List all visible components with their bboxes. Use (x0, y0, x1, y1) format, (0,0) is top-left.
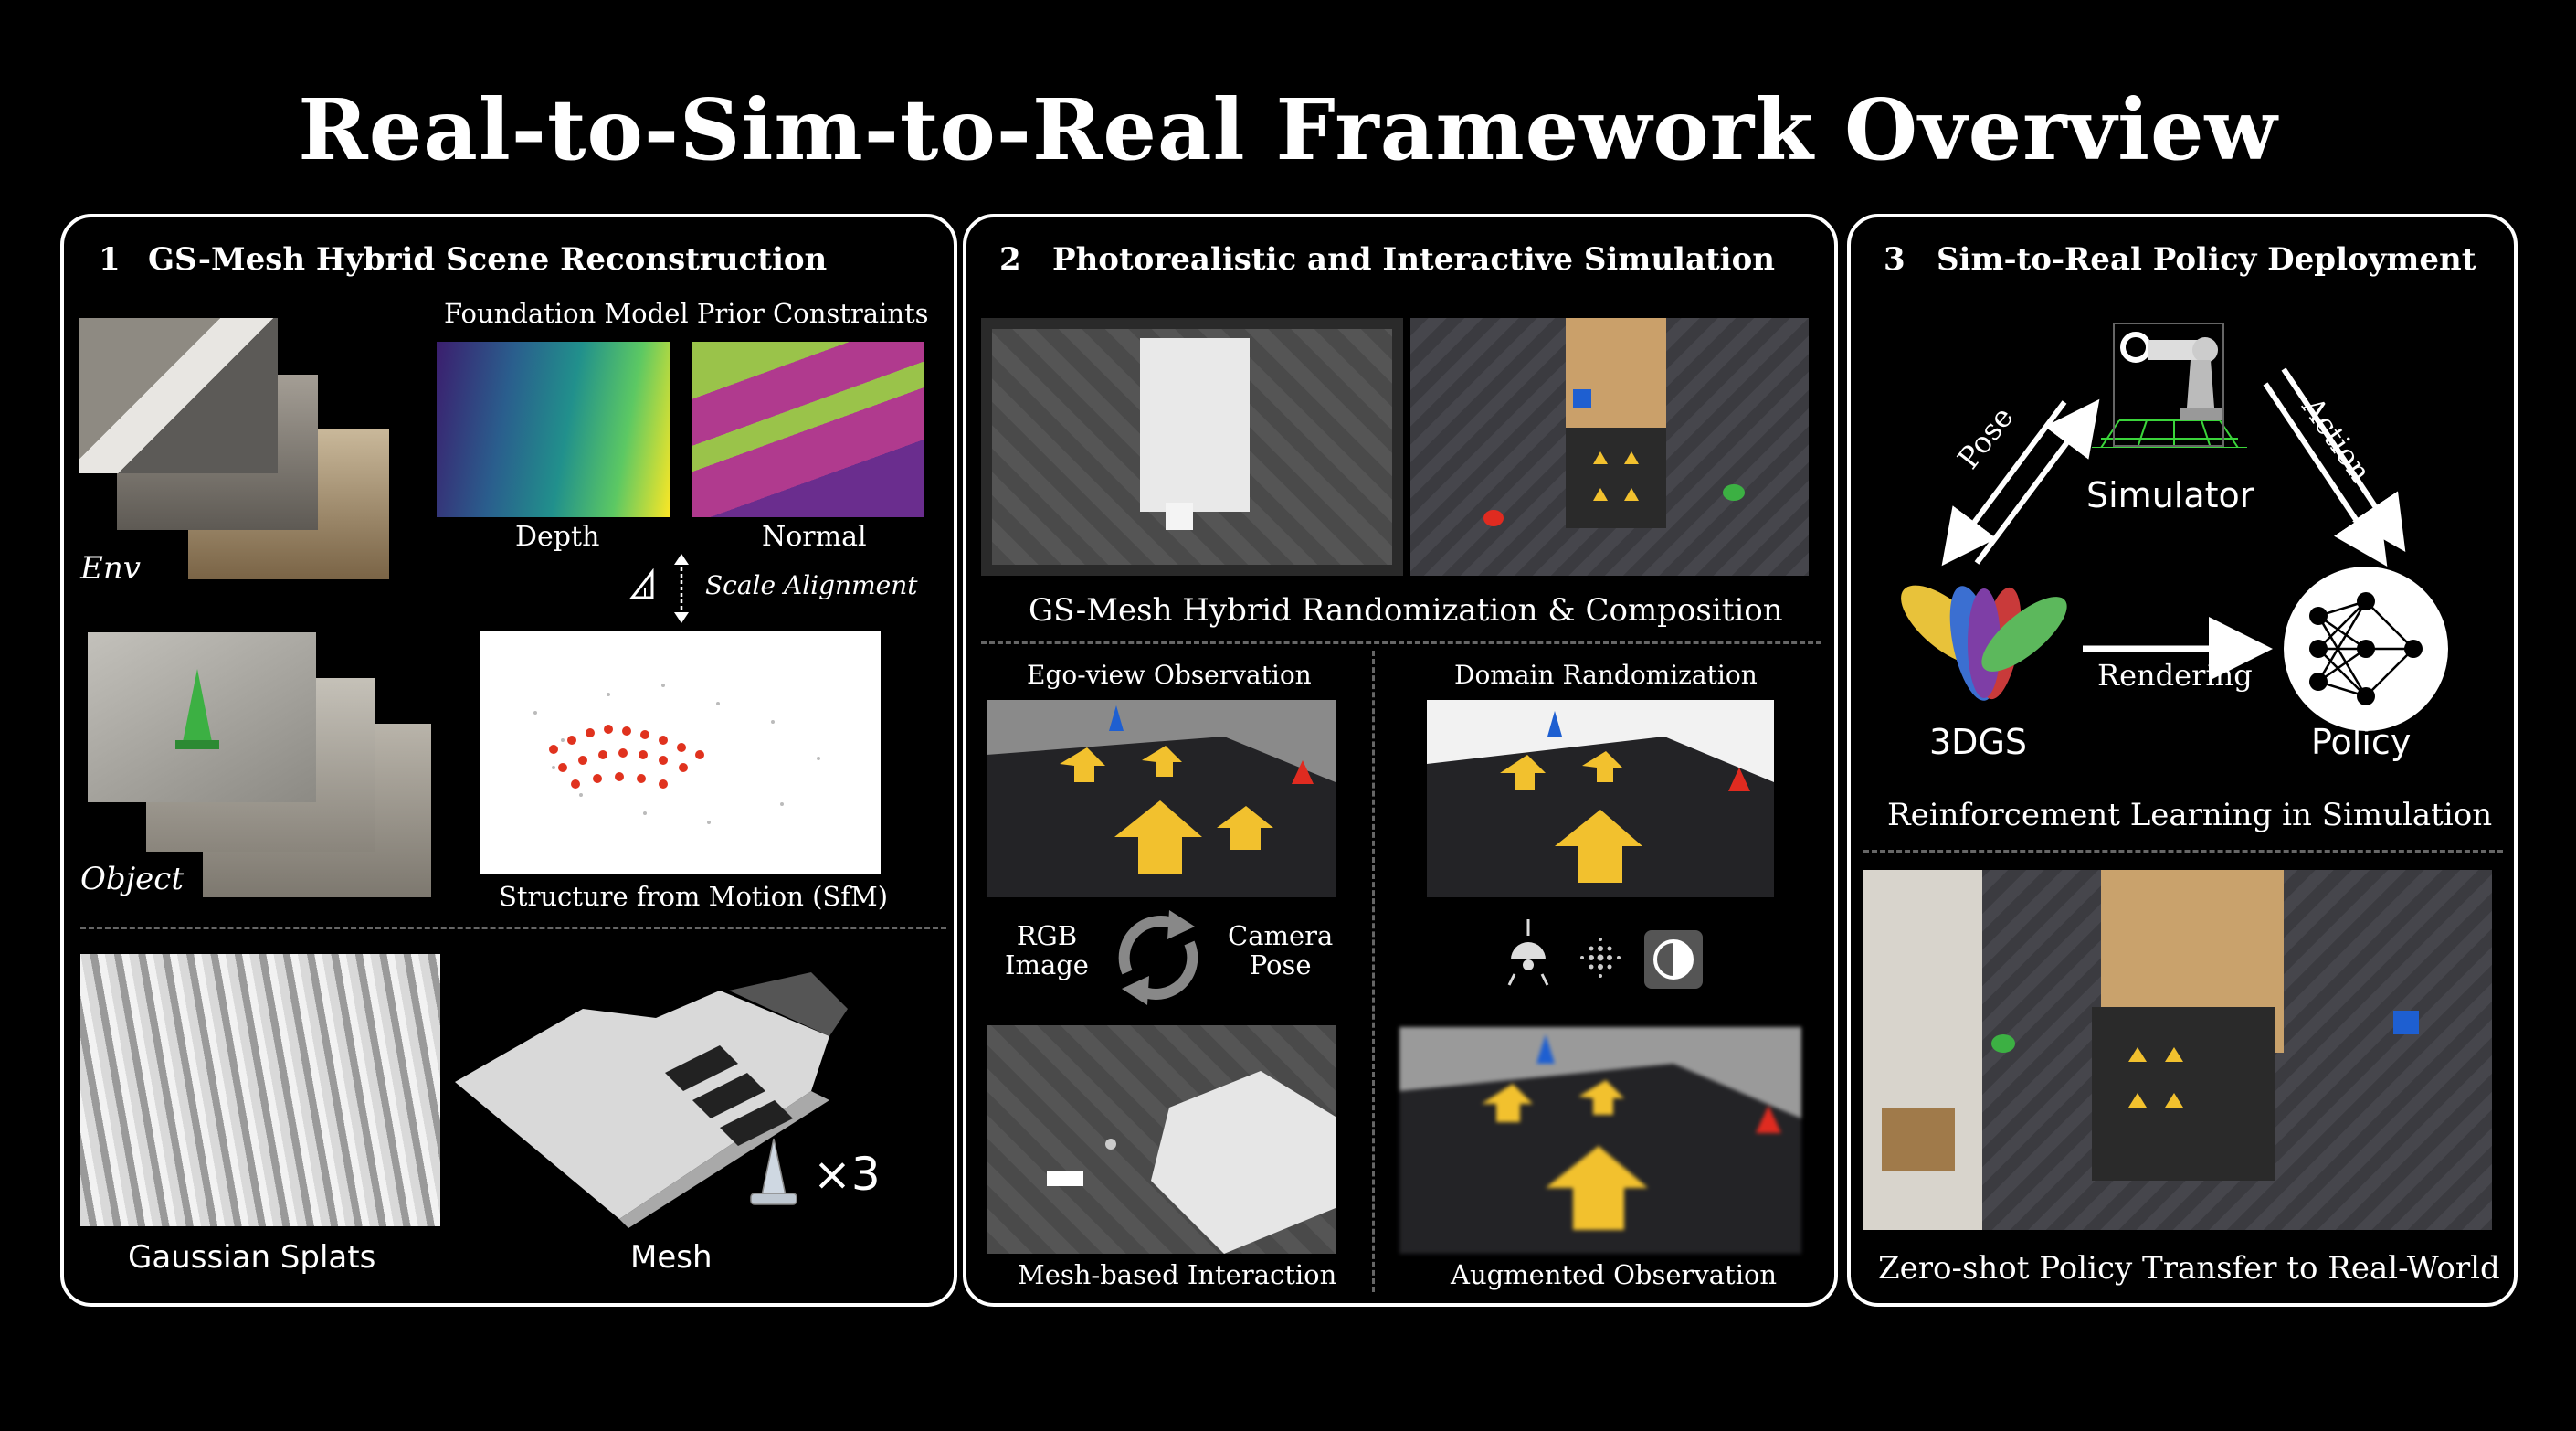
rgb-image-label: RGB Image (1005, 920, 1089, 980)
contrast-icon (1644, 930, 1703, 989)
augmented-label: Augmented Observation (1451, 1259, 1778, 1290)
robot-arm-icon (2092, 323, 2247, 448)
object-image-front (88, 632, 316, 802)
panel1-divider (80, 927, 946, 929)
refresh-cycle-icon (1118, 910, 1198, 1005)
panel2-number: 2 (999, 241, 1021, 278)
object-label: Object (80, 861, 185, 897)
neural-network-icon (2284, 567, 2448, 731)
mesh-times-label: ×3 (813, 1148, 881, 1201)
page-title: Real-to-Sim-to-Real Framework Overview (298, 80, 2278, 179)
3dgs-label: 3DGS (1929, 722, 2028, 762)
panel3-number: 3 (1884, 241, 1906, 278)
ego-view-label: Ego-view Observation (1027, 660, 1312, 690)
simulator-label: Simulator (2086, 475, 2254, 515)
real-topdown-view (1410, 318, 1809, 576)
panel2-divider (981, 641, 1821, 644)
depth-map (437, 342, 670, 517)
double-arrow-icon (674, 554, 689, 623)
rendering-label: Rendering (2097, 658, 2253, 693)
real-world-image (1863, 870, 2492, 1230)
panel3-divider (1863, 850, 2503, 853)
env-image-front (79, 318, 278, 473)
panel-reconstruction (60, 214, 957, 1307)
ego-view-image (987, 700, 1336, 897)
env-label: Env (80, 550, 141, 587)
policy-label: Policy (2311, 722, 2412, 762)
sfm-pointcloud (480, 631, 881, 874)
scale-alignment-label: Scale Alignment (705, 570, 918, 600)
ruler-icon (628, 568, 654, 599)
sim-topdown-view (981, 318, 1403, 576)
gaussian-splat-icon (1901, 585, 2067, 701)
mesh-render (455, 972, 848, 1228)
green-cone-icon (175, 669, 219, 749)
domain-rand-label: Domain Randomization (1454, 660, 1758, 690)
panel1-title: GS-Mesh Hybrid Scene Reconstruction (148, 241, 828, 278)
mesh-interaction-image (987, 1025, 1336, 1254)
cone-mesh-icon (750, 1138, 797, 1205)
panel-simulation (963, 214, 1838, 1307)
normal-map (692, 342, 924, 517)
panel2-vertical-divider (1372, 651, 1375, 1292)
mesh-interaction-label: Mesh-based Interaction (1018, 1259, 1337, 1290)
augmented-image (1399, 1027, 1801, 1254)
mesh-label: Mesh (630, 1239, 713, 1276)
normal-label: Normal (762, 521, 867, 553)
gaussian-splats-image (80, 954, 440, 1226)
camera-pose-label: Camera Pose (1228, 920, 1334, 980)
gaussian-splats-label: Gaussian Splats (128, 1239, 376, 1276)
triangle-arrows (1941, 367, 2406, 681)
panel-deployment (1847, 214, 2518, 1307)
lamp-icon (1507, 919, 1549, 986)
prior-constraints-label: Foundation Model Prior Constraints (444, 298, 929, 329)
panel1-number: 1 (99, 241, 121, 278)
noise-icon (1580, 938, 1621, 978)
rl-label: Reinforcement Learning in Simulation (1887, 797, 2493, 833)
panel2-title: Photorealistic and Interactive Simulatio… (1052, 241, 1775, 278)
sfm-label: Structure from Motion (SfM) (499, 881, 889, 912)
hybrid-label: GS-Mesh Hybrid Randomization & Compositi… (1029, 592, 1783, 629)
domain-rand-image (1427, 700, 1774, 897)
depth-label: Depth (515, 521, 600, 553)
zero-shot-label: Zero-shot Policy Transfer to Real-World (1878, 1250, 2500, 1287)
panel3-title: Sim-to-Real Policy Deployment (1937, 241, 2476, 278)
